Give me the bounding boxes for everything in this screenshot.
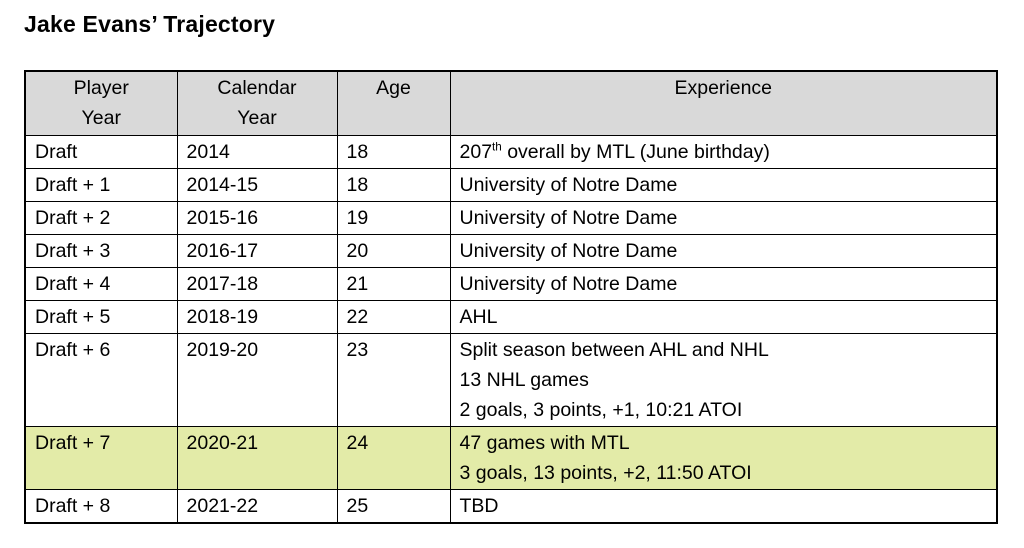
cell-player-year: Draft + 5 bbox=[24, 300, 178, 334]
cell-age: 23 bbox=[336, 333, 451, 427]
cell-calendar-year: 2020-21 bbox=[176, 426, 338, 490]
cell-calendar-year: 2014-15 bbox=[176, 168, 338, 202]
table-header: Player Year Calendar Year Age Experience bbox=[24, 70, 998, 136]
cell-experience: 207th overall by MTL (June birthday) bbox=[449, 135, 998, 169]
cell-player-year: Draft + 6 bbox=[24, 333, 178, 427]
table-row: Draft + 2 2015-16 19 University of Notre Da… bbox=[24, 201, 998, 235]
table-row: Draft + 4 2017-18 21 University of Notre Da… bbox=[24, 267, 998, 301]
cell-age: 18 bbox=[336, 135, 451, 169]
cell-experience: 47 games with MTL 3 goals, 13 points, +2,… bbox=[449, 426, 998, 490]
header-player-year: Player Year bbox=[24, 70, 178, 136]
table-row: Draft 2014 18 207th overall by MTL (June bi… bbox=[24, 135, 998, 169]
table-row: Draft + 3 2016-17 20 University of Notre Da… bbox=[24, 234, 998, 268]
cell-age: 18 bbox=[336, 168, 451, 202]
experience-line: 47 games with MTL bbox=[459, 432, 630, 454]
cell-experience: AHL bbox=[449, 300, 998, 334]
cell-age: 21 bbox=[336, 267, 451, 301]
table-body: Draft 2014 18 207th overall by MTL (June bi… bbox=[24, 135, 998, 524]
cell-experience: University of Notre Dame bbox=[449, 267, 998, 301]
cell-experience: University of Notre Dame bbox=[449, 234, 998, 268]
experience-line: University of Notre Dame bbox=[459, 207, 678, 229]
experience-line: University of Notre Dame bbox=[459, 174, 678, 196]
header-experience: Experience bbox=[449, 70, 998, 136]
cell-experience: University of Notre Dame bbox=[449, 168, 998, 202]
cell-calendar-year: 2014 bbox=[176, 135, 338, 169]
experience-line: TBD bbox=[459, 495, 499, 517]
cell-player-year: Draft + 3 bbox=[24, 234, 178, 268]
cell-age: 20 bbox=[336, 234, 451, 268]
cell-experience: Split season between AHL and NHL 13 NHL g… bbox=[449, 333, 998, 427]
cell-player-year: Draft + 8 bbox=[24, 489, 178, 524]
table-row: Draft + 1 2014-15 18 University of Notre Da… bbox=[24, 168, 998, 202]
cell-calendar-year: 2018-19 bbox=[176, 300, 338, 334]
experience-line: Split season between AHL and NHL bbox=[459, 339, 769, 361]
cell-age: 24 bbox=[336, 426, 451, 490]
experience-line: 2 goals, 3 points, +1, 10:21 ATOI bbox=[459, 399, 743, 421]
trajectory-table: Player Year Calendar Year Age Experience… bbox=[24, 70, 998, 524]
table-row: Draft + 7 2020-21 24 47 games with MTL 3 goa… bbox=[24, 426, 998, 490]
cell-player-year: Draft + 1 bbox=[24, 168, 178, 202]
experience-line: University of Notre Dame bbox=[459, 273, 678, 295]
cell-player-year: Draft + 4 bbox=[24, 267, 178, 301]
experience-line: AHL bbox=[459, 306, 498, 328]
cell-calendar-year: 2017-18 bbox=[176, 267, 338, 301]
table-row: Draft + 8 2021-22 25 TBD bbox=[24, 489, 998, 524]
cell-age: 19 bbox=[336, 201, 451, 235]
cell-calendar-year: 2019-20 bbox=[176, 333, 338, 427]
cell-experience: TBD bbox=[449, 489, 998, 524]
cell-experience: University of Notre Dame bbox=[449, 201, 998, 235]
table-row: Draft + 6 2019-20 23 Split season between A… bbox=[24, 333, 998, 427]
header-age: Age bbox=[336, 70, 451, 136]
cell-age: 25 bbox=[336, 489, 451, 524]
experience-line: 13 NHL games bbox=[459, 369, 589, 391]
cell-player-year: Draft + 2 bbox=[24, 201, 178, 235]
experience-line: 207th overall by MTL (June birthday) bbox=[459, 140, 770, 163]
cell-age: 22 bbox=[336, 300, 451, 334]
header-row: Player Year Calendar Year Age Experience bbox=[24, 70, 998, 136]
cell-calendar-year: 2016-17 bbox=[176, 234, 338, 268]
cell-player-year: Draft bbox=[24, 135, 178, 169]
page-title: Jake Evans’ Trajectory bbox=[24, 11, 276, 37]
experience-line: University of Notre Dame bbox=[459, 240, 678, 262]
cell-player-year: Draft + 7 bbox=[24, 426, 178, 490]
header-calendar-year: Calendar Year bbox=[176, 70, 338, 136]
cell-calendar-year: 2021-22 bbox=[176, 489, 338, 524]
cell-calendar-year: 2015-16 bbox=[176, 201, 338, 235]
table-row: Draft + 5 2018-19 22 AHL bbox=[24, 300, 998, 334]
experience-line: 3 goals, 13 points, +2, 11:50 ATOI bbox=[459, 462, 752, 484]
